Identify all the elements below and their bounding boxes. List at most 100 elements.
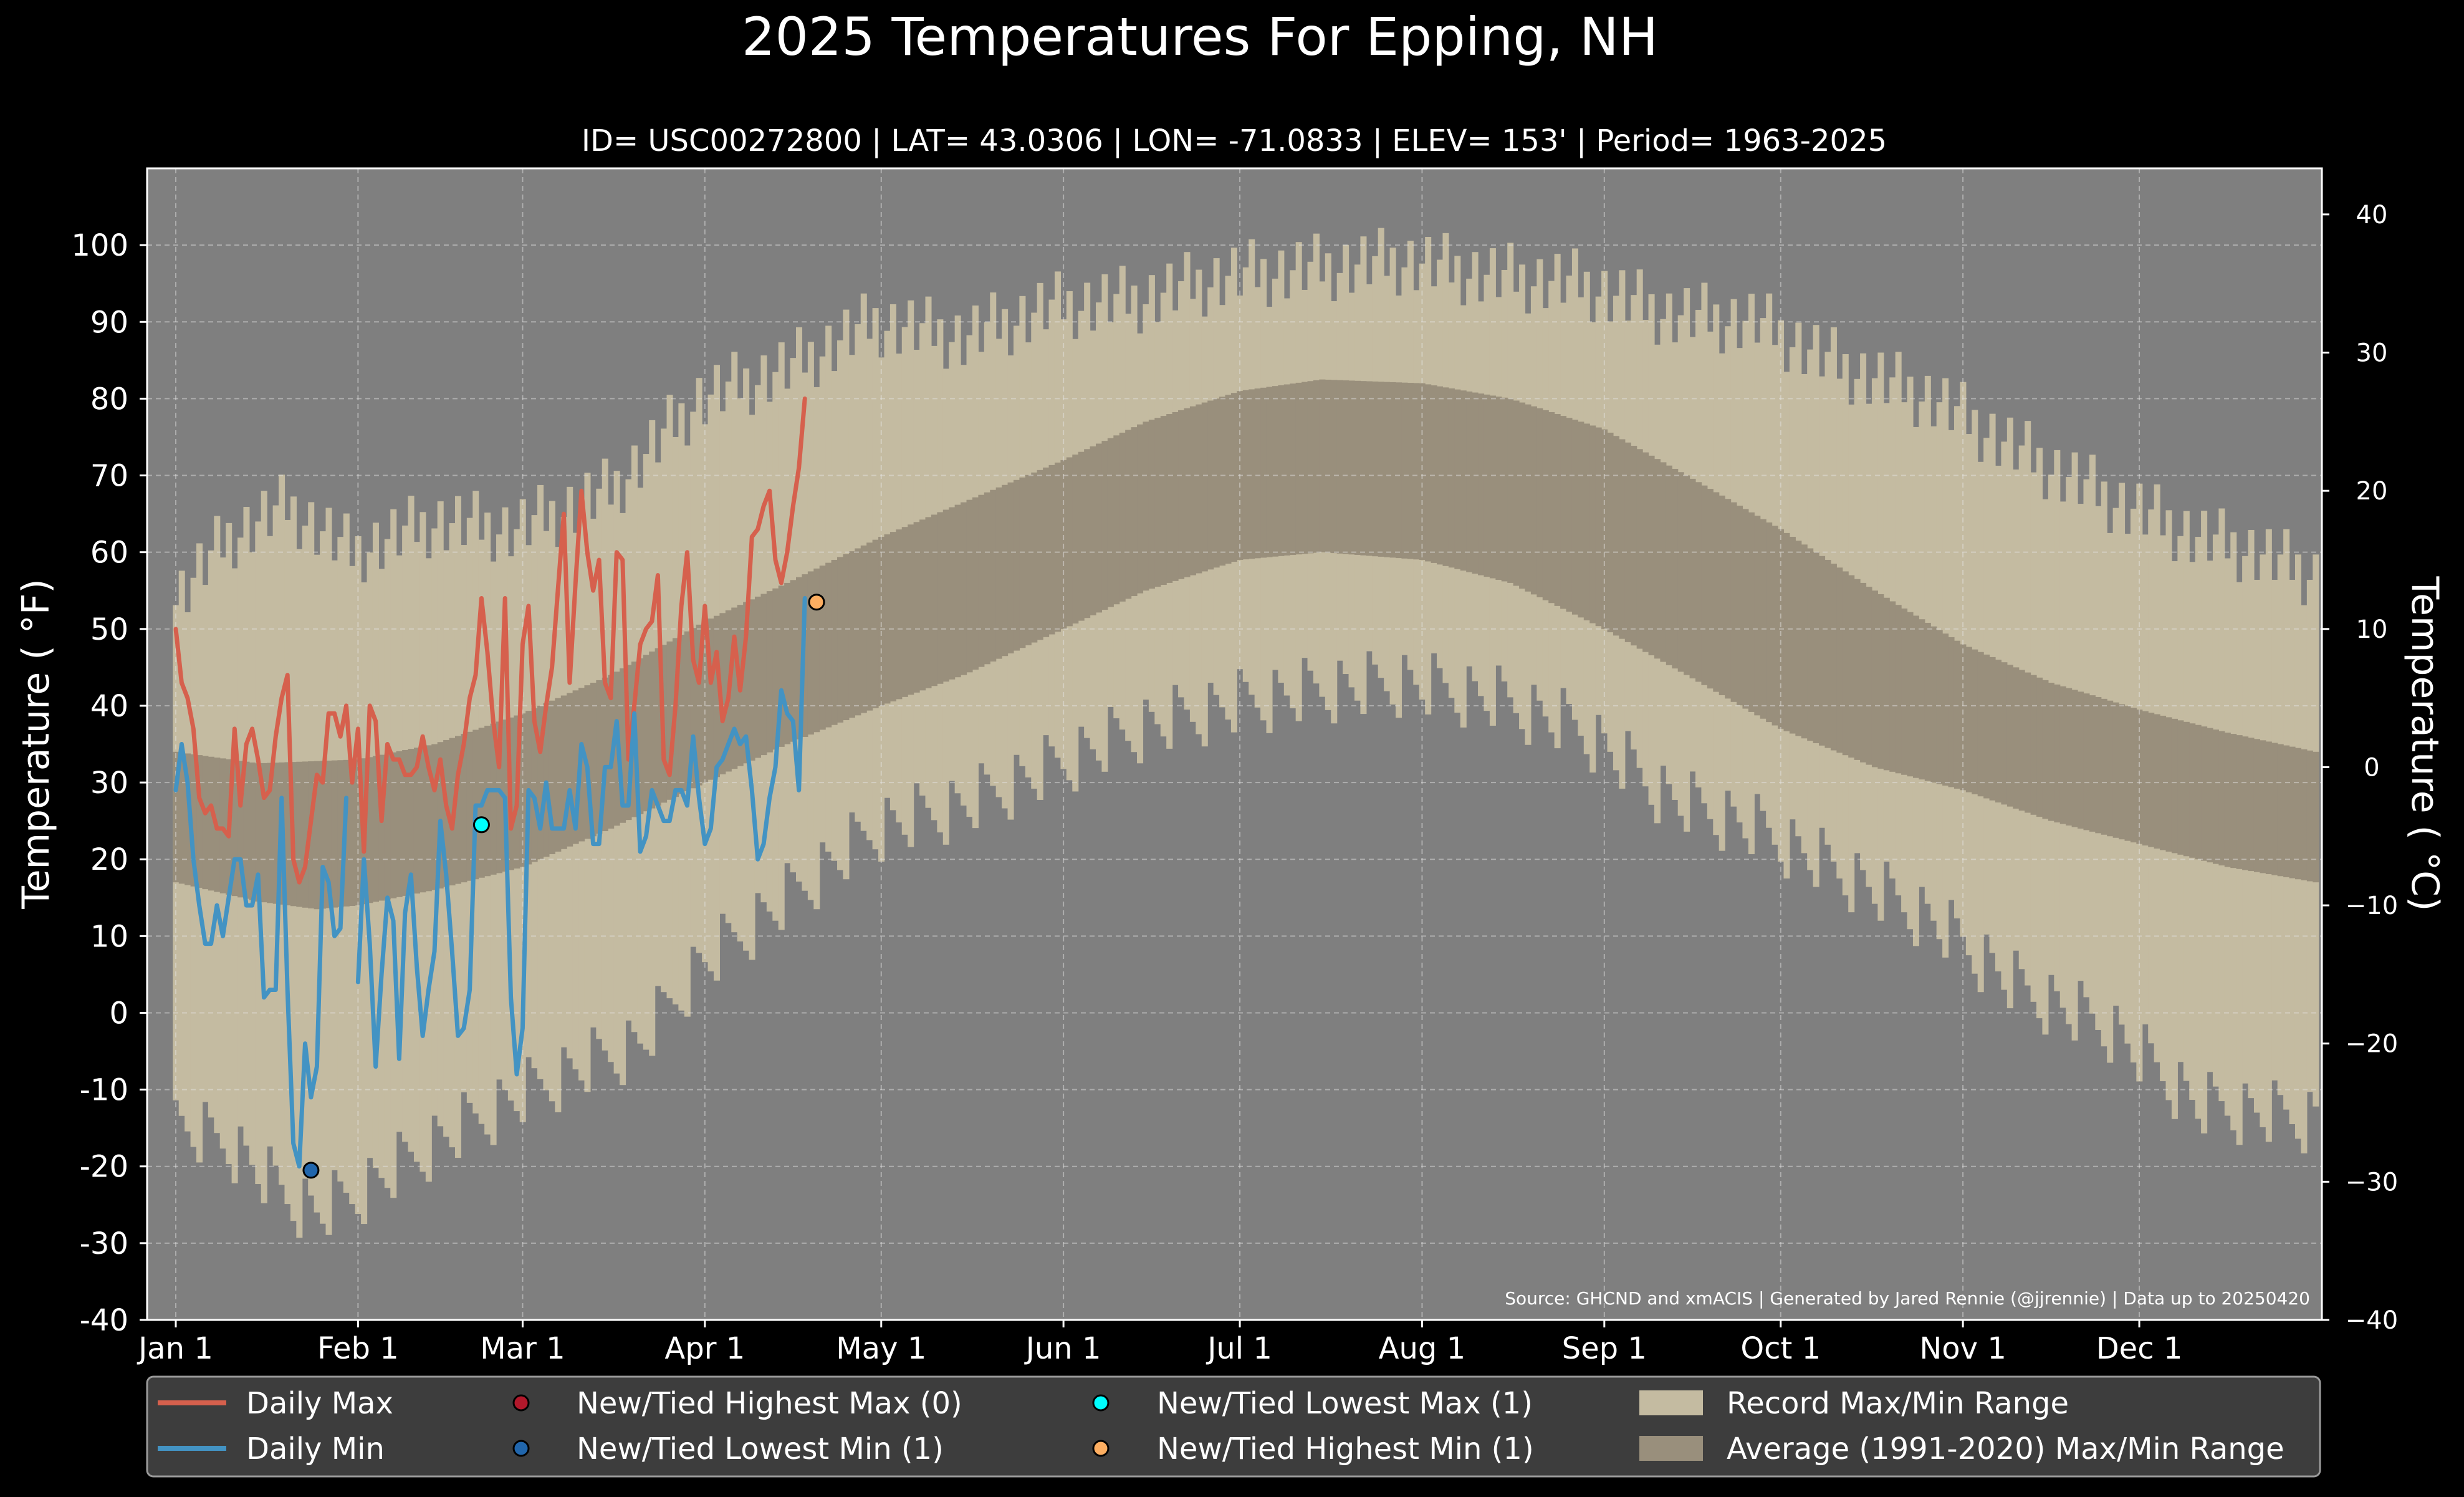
average-range-bar bbox=[1207, 400, 1214, 570]
average-range-bar bbox=[1096, 443, 1103, 613]
average-range-bar bbox=[2036, 677, 2043, 817]
average-range-bar bbox=[1842, 571, 1849, 756]
average-range-bar bbox=[1343, 380, 1349, 554]
average-range-bar bbox=[2013, 667, 2020, 809]
average-range-bar bbox=[2260, 740, 2266, 874]
average-range-bar bbox=[1936, 630, 1943, 784]
average-range-bar bbox=[1889, 601, 1896, 772]
average-range-bar bbox=[1848, 575, 1855, 758]
average-range-bar bbox=[1154, 418, 1161, 587]
average-range-bar bbox=[1530, 406, 1537, 595]
y-tick-label-left: 70 bbox=[90, 459, 128, 494]
y-tick-label-left: 20 bbox=[90, 842, 128, 877]
average-range-bar bbox=[1866, 587, 1872, 765]
average-range-bar bbox=[1160, 416, 1167, 585]
average-range-bar bbox=[1771, 526, 1778, 726]
plot-frame bbox=[146, 167, 2323, 1321]
x-tick-label: Jan 1 bbox=[137, 1331, 213, 1366]
average-range-bar bbox=[402, 749, 409, 896]
average-range-bar bbox=[1131, 427, 1138, 597]
y-tick-label-right: 30 bbox=[2356, 339, 2388, 368]
average-range-bar bbox=[778, 585, 785, 747]
x-axis: Jan 1 Feb 1 Mar 1 Apr 1 May 1 Jun 1 Jul 1 Aug 1… bbox=[137, 1320, 2182, 1366]
average-range-bar bbox=[972, 497, 979, 670]
average-range-bar bbox=[1372, 381, 1379, 557]
legend-daily-min-label: Daily Min bbox=[246, 1432, 385, 1466]
average-range-bar bbox=[990, 489, 997, 662]
average-range-bar bbox=[1472, 392, 1479, 574]
average-range-bar bbox=[643, 655, 650, 812]
average-range-bar bbox=[567, 693, 573, 847]
average-range-bar bbox=[2306, 750, 2313, 882]
average-range-bar bbox=[349, 759, 356, 906]
average-range-bar bbox=[919, 519, 926, 691]
y-tick-label-left: 90 bbox=[90, 305, 128, 340]
average-range-bar bbox=[1560, 416, 1567, 609]
average-range-bar bbox=[1348, 380, 1355, 555]
average-range-bar bbox=[1989, 657, 1996, 801]
average-range-bar bbox=[1295, 382, 1302, 555]
average-range-bar bbox=[219, 758, 226, 893]
average-range-bar bbox=[719, 613, 726, 774]
average-range-bar bbox=[1624, 442, 1631, 642]
y-tick-label-left: 0 bbox=[109, 996, 128, 1031]
average-range-bar bbox=[378, 754, 385, 901]
average-range-bar bbox=[1631, 446, 1637, 646]
average-range-bar bbox=[1290, 383, 1297, 556]
average-range-bar bbox=[1542, 410, 1549, 600]
average-range-bar bbox=[1972, 649, 1978, 794]
average-range-bar bbox=[2160, 715, 2167, 850]
average-range-bar bbox=[1448, 388, 1455, 568]
average-range-bar bbox=[1748, 512, 1755, 712]
average-range-bar bbox=[267, 763, 274, 903]
average-range-bar bbox=[819, 566, 826, 730]
average-range-bar bbox=[1384, 382, 1391, 557]
y-tick-label-left: -10 bbox=[80, 1073, 128, 1108]
average-range-bar bbox=[302, 761, 309, 908]
average-range-bar bbox=[1783, 532, 1790, 731]
average-range-bar bbox=[1230, 393, 1237, 562]
average-range-bar bbox=[355, 759, 362, 906]
average-range-bar bbox=[2248, 738, 2255, 872]
average-range-bar bbox=[949, 507, 956, 680]
average-range-bar bbox=[1360, 381, 1367, 556]
average-range-bar bbox=[296, 761, 303, 907]
average-range-bar bbox=[1642, 452, 1649, 652]
legend-average-band-swatch bbox=[1639, 1436, 1703, 1461]
average-range-bar bbox=[1283, 384, 1290, 556]
daily-min-line bbox=[173, 742, 348, 1169]
average-range-bar bbox=[937, 512, 944, 684]
y-tick-label-left: -30 bbox=[80, 1226, 128, 1261]
average-range-bar bbox=[1002, 484, 1009, 657]
average-range-bar bbox=[1778, 529, 1785, 729]
average-range-bar bbox=[754, 596, 762, 758]
average-range-bar bbox=[1143, 421, 1149, 591]
average-range-bar bbox=[1137, 424, 1144, 594]
average-range-bar bbox=[1942, 633, 1949, 786]
record-markers bbox=[302, 594, 825, 1179]
average-range-bar bbox=[743, 602, 750, 764]
average-range-bar bbox=[1789, 537, 1796, 734]
average-range-bar bbox=[649, 651, 656, 809]
average-range-bar bbox=[843, 554, 850, 721]
average-range-bar bbox=[2283, 745, 2290, 877]
y-tick-label-right: 20 bbox=[2356, 477, 2388, 506]
average-range-bar bbox=[2171, 718, 2178, 854]
average-range-bar bbox=[1619, 439, 1626, 639]
average-range-bar bbox=[1396, 382, 1402, 559]
average-range-bar bbox=[543, 703, 550, 857]
average-range-bar bbox=[1513, 400, 1520, 586]
average-range-bar bbox=[602, 677, 608, 832]
average-range-bar bbox=[1742, 509, 1749, 709]
average-range-bar bbox=[1836, 567, 1843, 753]
average-range-bar bbox=[1730, 502, 1737, 702]
legend-highest-min-marker bbox=[1092, 1440, 1110, 1457]
average-range-bar bbox=[1819, 556, 1826, 746]
average-range-bar bbox=[1407, 383, 1414, 559]
average-range-bar bbox=[2142, 711, 2149, 846]
legend-highest-max-marker bbox=[512, 1394, 530, 1412]
average-range-bar bbox=[325, 760, 332, 908]
average-range-bar bbox=[2265, 741, 2272, 875]
average-range-bar bbox=[1672, 468, 1679, 669]
average-range-bar bbox=[2048, 682, 2054, 821]
